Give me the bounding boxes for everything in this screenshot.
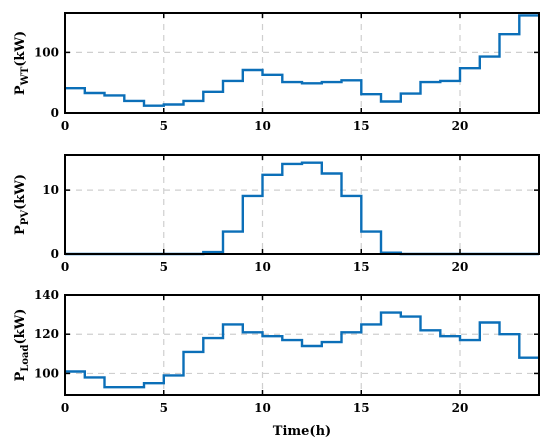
y-axis-label: PWT(kW) (13, 31, 31, 95)
x-tick-label: 20 (452, 119, 469, 133)
x-tick-label: 15 (353, 119, 370, 133)
y-tick-label: 120 (34, 327, 59, 341)
x-axis-label: Time(h) (273, 424, 331, 439)
y-axis-label-unit: (kW) (13, 309, 28, 345)
plot-frame (64, 12, 540, 114)
series-line-3 (65, 311, 539, 389)
y-axis-label-base: P (13, 85, 28, 95)
chart-panel-2: 0 5 10 15 20 0 10 PPV(kW) (13, 154, 540, 274)
y-axis-label-unit: (kW) (13, 174, 28, 210)
y-axis-label-base: P (13, 371, 28, 381)
x-tick-label: 5 (160, 260, 168, 274)
x-tick-label: 5 (160, 401, 168, 415)
x-tick-label: 20 (452, 401, 469, 415)
x-tick-label: 5 (160, 119, 168, 133)
y-axis-label-sub: PV (20, 210, 31, 226)
y-tick-label: 100 (34, 366, 59, 380)
y-tick-label: 100 (34, 45, 59, 59)
y-tick-label: 0 (51, 106, 59, 120)
y-tick-label: 140 (34, 288, 59, 302)
x-tick-label: 0 (61, 119, 69, 133)
y-axis-label-unit: (kW) (13, 31, 28, 67)
x-tick-label: 15 (353, 260, 370, 274)
x-tick-label: 10 (254, 401, 271, 415)
x-tick-label: 10 (254, 119, 271, 133)
x-tick-label: 0 (61, 260, 69, 274)
y-axis-label-base: P (13, 225, 28, 235)
y-axis-label-sub: WT (20, 66, 31, 86)
x-tick-label: 20 (452, 260, 469, 274)
plot-frame (64, 154, 540, 255)
y-tick-label: 10 (42, 183, 59, 197)
x-tick-label: 0 (61, 401, 69, 415)
series-line-1 (65, 14, 539, 107)
x-tick-label: 15 (353, 401, 370, 415)
y-axis-label-sub: Load (20, 344, 31, 371)
y-tick-label: 0 (51, 247, 59, 261)
x-tick-label: 10 (254, 260, 271, 274)
series-line-2 (65, 161, 539, 256)
y-axis-label: PLoad(kW) (13, 309, 31, 382)
plot-frame (64, 294, 540, 396)
y-axis-label: PPV(kW) (13, 174, 31, 235)
